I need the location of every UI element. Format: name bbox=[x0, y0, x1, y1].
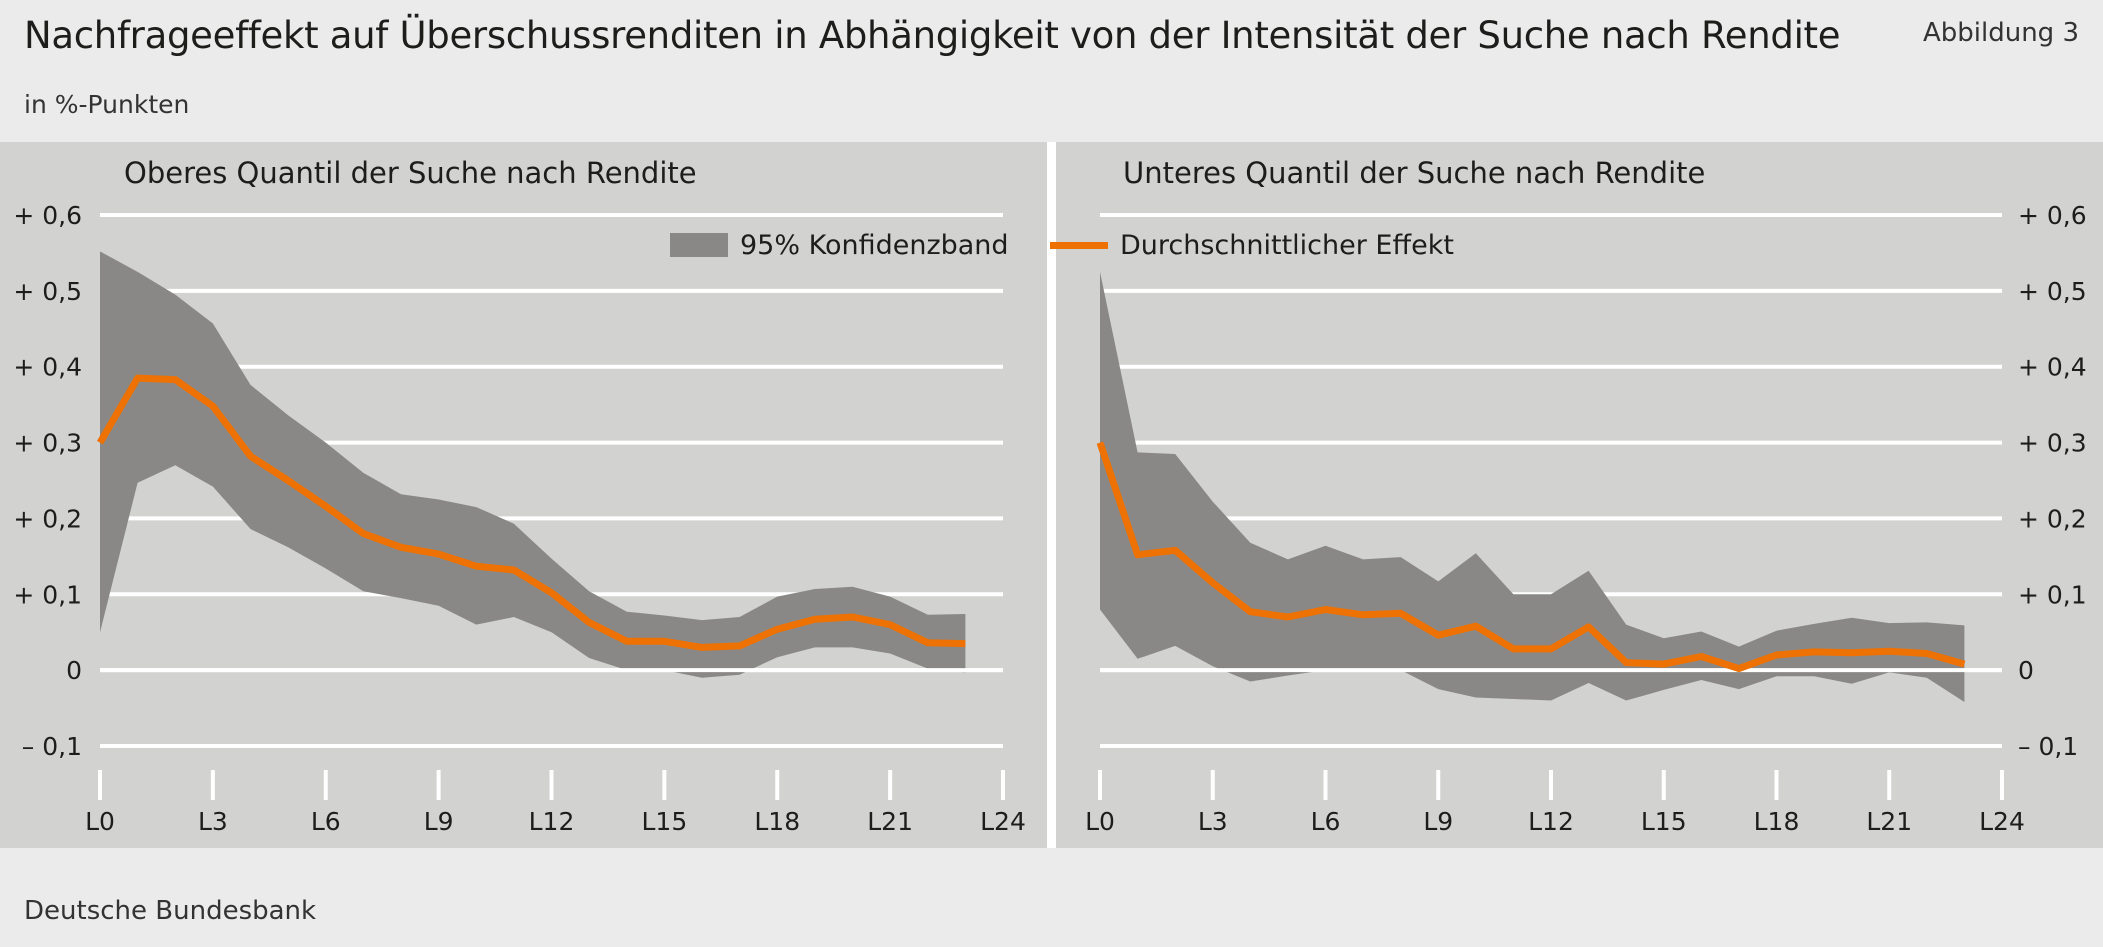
x-tick-label: L18 bbox=[754, 807, 800, 836]
x-tick-label: L15 bbox=[642, 807, 688, 836]
panel-lower-quantile: Unteres Quantil der Suche nach Rendite +… bbox=[1056, 142, 2103, 848]
mean-effect-line bbox=[96, 374, 966, 651]
legend-item-band: 95% Konfidenzband bbox=[670, 225, 1009, 265]
x-tick-label: L18 bbox=[1754, 807, 1800, 836]
x-tick-label: L12 bbox=[1528, 807, 1574, 836]
panel-title-lower: Unteres Quantil der Suche nach Rendite bbox=[1123, 156, 1706, 190]
unit-label: in %-Punkten bbox=[24, 90, 190, 119]
legend-band-swatch bbox=[670, 233, 728, 257]
legend-band-label: 95% Konfidenzband bbox=[740, 229, 1009, 261]
y-tick-label: + 0,1 bbox=[2018, 580, 2087, 609]
y-tick-label: + 0,2 bbox=[2018, 504, 2087, 533]
y-tick-label: + 0,5 bbox=[13, 277, 82, 306]
x-tick-label: L24 bbox=[1979, 807, 2025, 836]
header: Nachfrageeffekt auf Überschussrenditen i… bbox=[0, 0, 2103, 135]
x-tick-label: L0 bbox=[1085, 807, 1115, 836]
legend-line-swatch bbox=[1050, 241, 1108, 249]
y-tick-label: – 0,1 bbox=[2018, 732, 2078, 761]
y-tick-label: + 0,3 bbox=[2018, 429, 2087, 458]
chart-title: Nachfrageeffekt auf Überschussrenditen i… bbox=[24, 14, 1841, 57]
x-tick-label: L15 bbox=[1641, 807, 1687, 836]
x-tick-label: L6 bbox=[311, 807, 341, 836]
y-tick-label: + 0,3 bbox=[13, 429, 82, 458]
x-tick-label: L9 bbox=[1423, 807, 1453, 836]
y-tick-label: + 0,4 bbox=[2018, 353, 2087, 382]
x-tick-label: L12 bbox=[529, 807, 575, 836]
y-tick-label: – 0,1 bbox=[22, 732, 82, 761]
y-tick-label: + 0,1 bbox=[13, 580, 82, 609]
x-tick-label: L0 bbox=[85, 807, 115, 836]
y-tick-label: 0 bbox=[2018, 656, 2034, 685]
figure-label: Abbildung 3 bbox=[1922, 18, 2079, 48]
y-tick-label: + 0,2 bbox=[13, 504, 82, 533]
y-tick-label: + 0,6 bbox=[13, 201, 82, 230]
y-tick-label: + 0,6 bbox=[2018, 201, 2087, 230]
mean-effect-line bbox=[1096, 441, 1966, 673]
panel-title-upper: Oberes Quantil der Suche nach Rendite bbox=[124, 156, 697, 190]
x-tick-label: L21 bbox=[1866, 807, 1912, 836]
legend: 95% Konfidenzband Durchschnittlicher Eff… bbox=[0, 225, 2103, 265]
legend-item-line: Durchschnittlicher Effekt bbox=[1050, 225, 1454, 265]
x-tick-label: L21 bbox=[867, 807, 913, 836]
y-tick-label: 0 bbox=[66, 656, 82, 685]
x-tick-label: L24 bbox=[980, 807, 1026, 836]
y-tick-label: + 0,4 bbox=[13, 353, 82, 382]
x-tick-label: L3 bbox=[1198, 807, 1228, 836]
legend-line-label: Durchschnittlicher Effekt bbox=[1120, 229, 1454, 261]
chart-lower-quantile: + 0,6 + 0,5 + 0,4 + 0,3 + 0,2 + 0,1 0 – 0,1 L0 L3… bbox=[1085, 201, 2087, 836]
confidence-band bbox=[1100, 271, 1965, 702]
footer: Deutsche Bundesbank bbox=[0, 848, 2103, 947]
x-tick-label: L9 bbox=[424, 807, 454, 836]
confidence-band bbox=[100, 251, 966, 678]
chart-panels: Oberes Quantil der Suche nach Rendite + … bbox=[0, 142, 2103, 848]
source-label: Deutsche Bundesbank bbox=[24, 896, 317, 926]
y-tick-label: + 0,5 bbox=[2018, 277, 2087, 306]
x-tick-label: L3 bbox=[198, 807, 228, 836]
chart-upper-quantile: + 0,6 + 0,5 + 0,4 + 0,3 + 0,2 + 0,1 0 – 0,1 L0 L3… bbox=[13, 201, 1026, 836]
panel-upper-quantile: Oberes Quantil der Suche nach Rendite + … bbox=[0, 142, 1047, 848]
x-tick-label: L6 bbox=[1311, 807, 1341, 836]
